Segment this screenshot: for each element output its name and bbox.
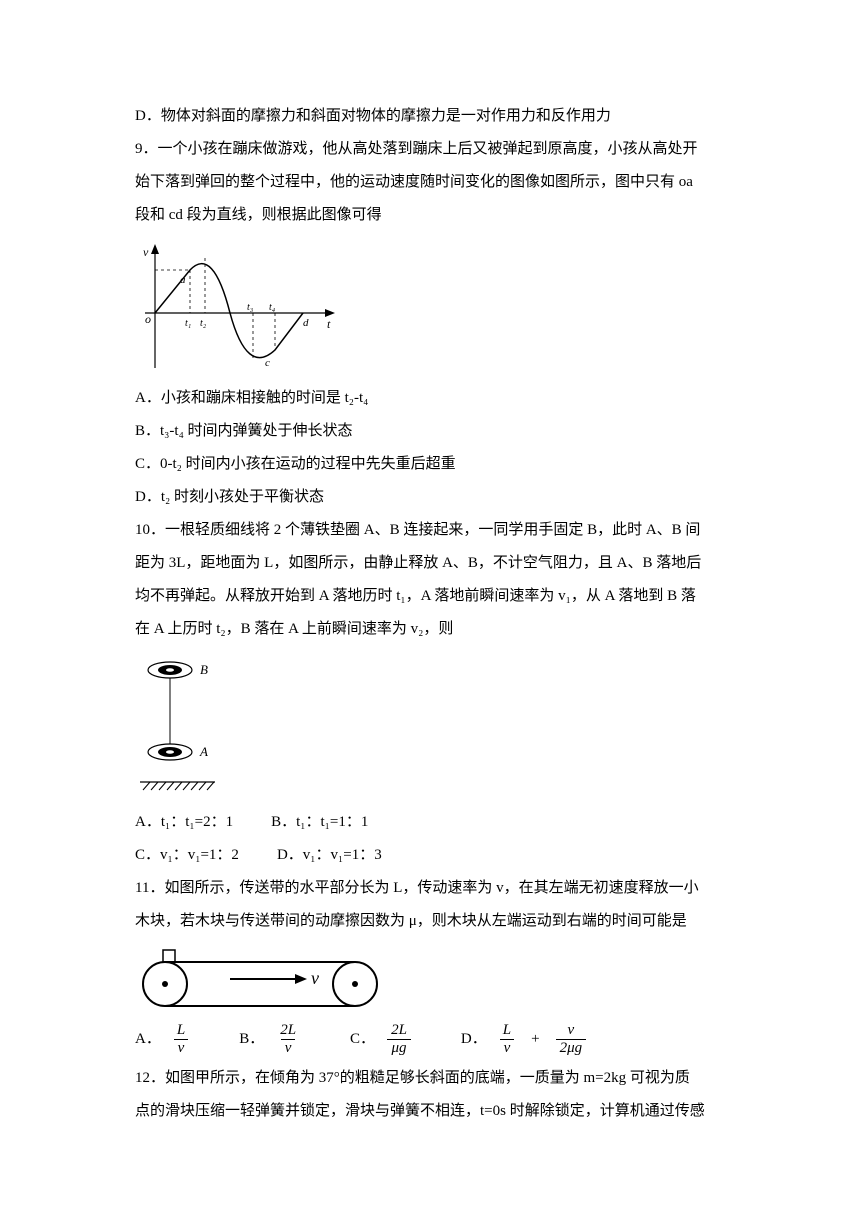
tick-t3: t₃ — [247, 302, 254, 313]
q10-stem-line4: 在 A 上历时 t₂，B 落在 A 上前瞬间速率为 v₂，则 — [135, 613, 745, 646]
q9-stem-line2: 始下落到弹回的整个过程中，他的运动速度随时间变化的图像如图所示，图中只有 oa — [135, 166, 745, 199]
washer-b-label: B — [200, 662, 208, 677]
washer-a-label: A — [199, 744, 208, 759]
q11-option-a: A． Lv — [135, 1022, 189, 1056]
axis-y-label: v — [143, 245, 149, 259]
q11-stem-line2: 木块，若木块与传送带间的动摩擦因数为 μ，则木块从左端运动到右端的时间可能是 — [135, 905, 745, 938]
q10-option-a: A．t₁：t₁=2：1 — [135, 806, 233, 839]
q9-graph: v t o a c d t₁ t₂ t₃ t₄ — [135, 238, 745, 378]
tick-t2: t₂ — [200, 318, 207, 329]
tick-t1: t₁ — [185, 318, 191, 329]
q9-option-a: A．小孩和蹦床相接触的时间是 t₂-t₄ — [135, 382, 745, 415]
axis-x-label: t — [327, 317, 331, 331]
q9-option-c: C．0-t₂ 时间内小孩在运动的过程中先失重后超重 — [135, 448, 745, 481]
q10-option-b: B．t₁：t₁=1：1 — [271, 806, 368, 839]
belt-v-label: v — [311, 968, 319, 988]
tick-t4: t₄ — [269, 302, 276, 313]
q10-figure: B A — [135, 652, 745, 802]
q11-figure: v — [135, 944, 745, 1014]
q11-stem-line1: 11．如图所示，传送带的水平部分长为 L，传动速率为 v，在其左端无初速度释放一… — [135, 872, 745, 905]
q10-option-d: D．v₁：v₁=1：3 — [277, 839, 382, 872]
q9-stem-line1: 9．一个小孩在蹦床做游戏，他从高处落到蹦床上后又被弹起到原高度，小孩从高处开 — [135, 133, 745, 166]
point-d: d — [303, 317, 309, 329]
q9-option-d: D．t₂ 时刻小孩处于平衡状态 — [135, 481, 745, 514]
q11-option-b: B． 2Lv — [239, 1022, 300, 1056]
point-c: c — [265, 357, 270, 369]
q11-options: A． Lv B． 2Lv C． 2Lμg D． Lv + v2μg — [135, 1022, 745, 1056]
q10-stem-line2: 距为 3L，距地面为 L，如图所示，由静止释放 A、B，不计空气阻力，且 A、B… — [135, 547, 745, 580]
q10-stem-line1: 10．一根轻质细线将 2 个薄铁垫圈 A、B 连接起来，一同学用手固定 B，此时… — [135, 514, 745, 547]
q12-stem-line2: 点的滑块压缩一轻弹簧并锁定，滑块与弹簧不相连，t=0s 时解除锁定，计算机通过传… — [135, 1095, 745, 1128]
q9-option-b: B．t₃-t₄ 时间内弹簧处于伸长状态 — [135, 415, 745, 448]
q8-option-d: D．物体对斜面的摩擦力和斜面对物体的摩擦力是一对作用力和反作用力 — [135, 100, 745, 133]
q9-stem-line3: 段和 cd 段为直线，则根据此图像可得 — [135, 199, 745, 232]
q11-option-d: D． Lv + v2μg — [461, 1022, 586, 1056]
point-a: a — [180, 274, 186, 286]
q10-option-c: C．v₁：v₁=1：2 — [135, 839, 239, 872]
q12-stem-line1: 12．如图甲所示，在倾角为 37°的粗糙足够长斜面的底端，一质量为 m=2kg … — [135, 1062, 745, 1095]
origin-label: o — [145, 312, 151, 326]
q11-option-c: C． 2Lμg — [350, 1022, 411, 1056]
q10-stem-line3: 均不再弹起。从释放开始到 A 落地历时 t₁，A 落地前瞬间速率为 v₁，从 A… — [135, 580, 745, 613]
